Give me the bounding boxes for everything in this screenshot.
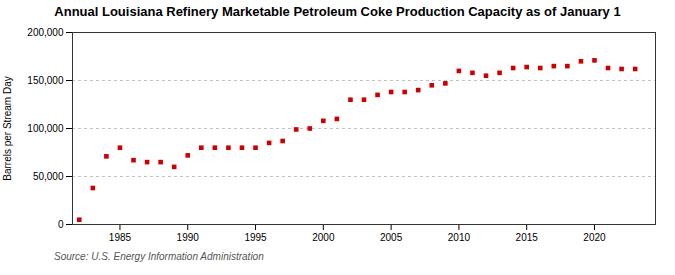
html-text:Annual Louisiana Refinery Mark: Annual Louisiana Refinery Marketable Pet… [54,4,621,19]
svg-text:1995: 1995 [244,232,267,243]
svg-text:1990: 1990 [177,232,200,243]
svg-text:2000: 2000 [312,232,335,243]
svg-text:Barrels per Stream Day: Barrels per Stream Day [2,76,13,180]
svg-text:100,000: 100,000 [27,123,64,134]
svg-text:2005: 2005 [380,232,403,243]
svg-text:2010: 2010 [448,232,471,243]
svg-text:50,000: 50,000 [33,171,64,182]
svg-text:1985: 1985 [109,232,132,243]
html-text:Source: U.S. Energy Informatio: Source: U.S. Energy Information Administ… [54,251,264,262]
svg-text:150,000: 150,000 [27,75,64,86]
svg-text:2020: 2020 [583,232,606,243]
svg-text:200,000: 200,000 [27,27,64,38]
svg-text:0: 0 [58,219,64,230]
svg-text:2015: 2015 [516,232,539,243]
